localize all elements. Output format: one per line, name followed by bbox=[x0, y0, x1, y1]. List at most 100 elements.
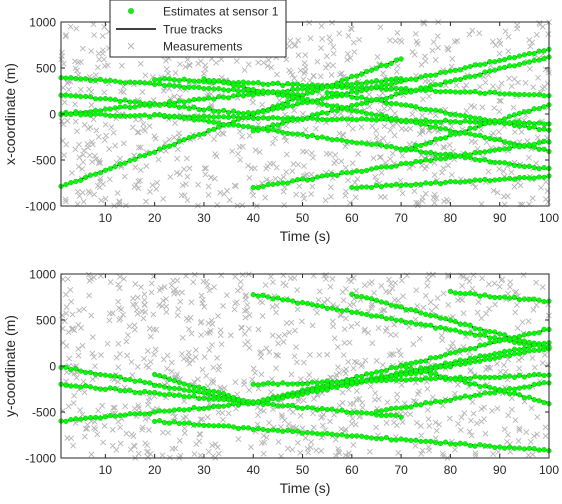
estimate-point bbox=[408, 376, 414, 383]
measurement-marker bbox=[204, 282, 211, 289]
estimate-point bbox=[457, 347, 463, 354]
estimate-point bbox=[206, 95, 212, 101]
estimate-point bbox=[403, 364, 409, 370]
measurement-marker bbox=[318, 23, 325, 29]
estimate-point bbox=[408, 118, 414, 124]
estimate-point bbox=[216, 114, 222, 120]
estimate-point bbox=[122, 113, 128, 119]
measurement-marker bbox=[399, 419, 406, 426]
measurement-marker bbox=[92, 72, 99, 78]
estimate-point bbox=[541, 346, 547, 353]
estimate-point bbox=[413, 158, 419, 165]
estimate-point bbox=[171, 141, 177, 148]
measurement-marker bbox=[411, 188, 418, 195]
estimate-point bbox=[161, 420, 168, 426]
measurement-marker bbox=[284, 445, 291, 452]
estimate-point bbox=[364, 378, 370, 384]
estimate-point bbox=[408, 437, 414, 444]
measurement-marker bbox=[398, 125, 405, 132]
measurement-marker bbox=[74, 188, 81, 195]
measurement-marker bbox=[275, 333, 282, 340]
estimate-point bbox=[423, 121, 429, 127]
measurement-marker bbox=[110, 129, 117, 136]
estimate-point bbox=[250, 80, 256, 86]
estimate-point bbox=[107, 385, 113, 391]
estimate-point bbox=[526, 163, 532, 169]
estimate-point bbox=[230, 93, 237, 99]
measurement-marker bbox=[294, 306, 301, 313]
estimate-point bbox=[462, 65, 468, 71]
estimate-point bbox=[477, 326, 483, 332]
y-tick-label: -1000 bbox=[25, 200, 56, 214]
estimate-point bbox=[383, 82, 389, 88]
measurement-marker bbox=[296, 183, 303, 190]
estimate-point bbox=[437, 181, 444, 187]
measurement-marker bbox=[542, 433, 549, 439]
measurement-marker bbox=[281, 331, 288, 338]
estimate-point bbox=[349, 107, 355, 113]
measurement-marker bbox=[314, 58, 321, 65]
estimate-point bbox=[181, 420, 187, 426]
measurement-marker bbox=[516, 138, 523, 145]
estimate-point bbox=[63, 92, 69, 98]
measurement-marker bbox=[95, 133, 102, 140]
measurement-marker bbox=[65, 403, 72, 410]
measurement-marker bbox=[439, 450, 446, 457]
measurement-marker bbox=[350, 39, 357, 46]
measurement-marker bbox=[190, 279, 197, 286]
estimate-point bbox=[457, 321, 463, 327]
estimate-point bbox=[270, 122, 276, 128]
estimate-point bbox=[462, 321, 468, 328]
measurement-marker bbox=[415, 200, 422, 206]
measurement-marker bbox=[314, 309, 321, 316]
measurement-marker bbox=[73, 25, 80, 32]
measurement-marker bbox=[287, 69, 294, 76]
measurement-marker bbox=[332, 152, 339, 158]
measurement-marker bbox=[81, 121, 88, 128]
estimate-point bbox=[359, 293, 365, 300]
estimate-point bbox=[457, 130, 463, 136]
estimate-point bbox=[428, 72, 434, 78]
measurement-marker bbox=[166, 136, 173, 143]
estimate-point bbox=[452, 152, 458, 158]
estimate-point bbox=[368, 79, 375, 85]
estimate-point bbox=[383, 412, 389, 419]
estimate-point bbox=[339, 407, 345, 413]
estimate-point bbox=[536, 447, 542, 453]
estimate-point bbox=[156, 408, 163, 414]
estimate-point bbox=[255, 109, 261, 115]
measurement-marker bbox=[111, 404, 118, 411]
measurement-marker bbox=[356, 36, 363, 43]
estimate-point bbox=[102, 112, 108, 118]
measurement-marker bbox=[426, 93, 433, 100]
estimate-point bbox=[304, 177, 311, 183]
measurement-marker bbox=[63, 343, 70, 349]
measurement-marker bbox=[135, 129, 142, 136]
measurement-marker bbox=[299, 425, 306, 432]
measurement-marker bbox=[508, 395, 515, 402]
measurement-marker bbox=[351, 49, 358, 55]
estimate-point bbox=[472, 73, 478, 79]
measurement-marker bbox=[335, 448, 342, 455]
measurement-marker bbox=[68, 298, 75, 305]
estimate-point bbox=[166, 76, 173, 82]
estimate-point bbox=[526, 331, 532, 337]
estimate-point bbox=[176, 77, 182, 84]
estimate-point bbox=[526, 175, 532, 181]
measurement-marker bbox=[217, 189, 224, 196]
measurement-marker bbox=[62, 33, 69, 40]
measurement-marker bbox=[425, 78, 432, 85]
estimate-point bbox=[92, 414, 99, 421]
estimate-point bbox=[373, 313, 380, 319]
estimate-point bbox=[354, 85, 360, 91]
measurement-marker bbox=[141, 297, 148, 303]
estimate-point bbox=[388, 164, 394, 170]
estimate-point bbox=[482, 134, 488, 141]
measurement-marker bbox=[422, 165, 428, 172]
estimate-point bbox=[127, 411, 133, 417]
estimate-point bbox=[359, 94, 365, 100]
measurement-marker bbox=[86, 190, 93, 197]
measurement-marker bbox=[467, 368, 474, 374]
measurement-marker bbox=[64, 80, 71, 87]
